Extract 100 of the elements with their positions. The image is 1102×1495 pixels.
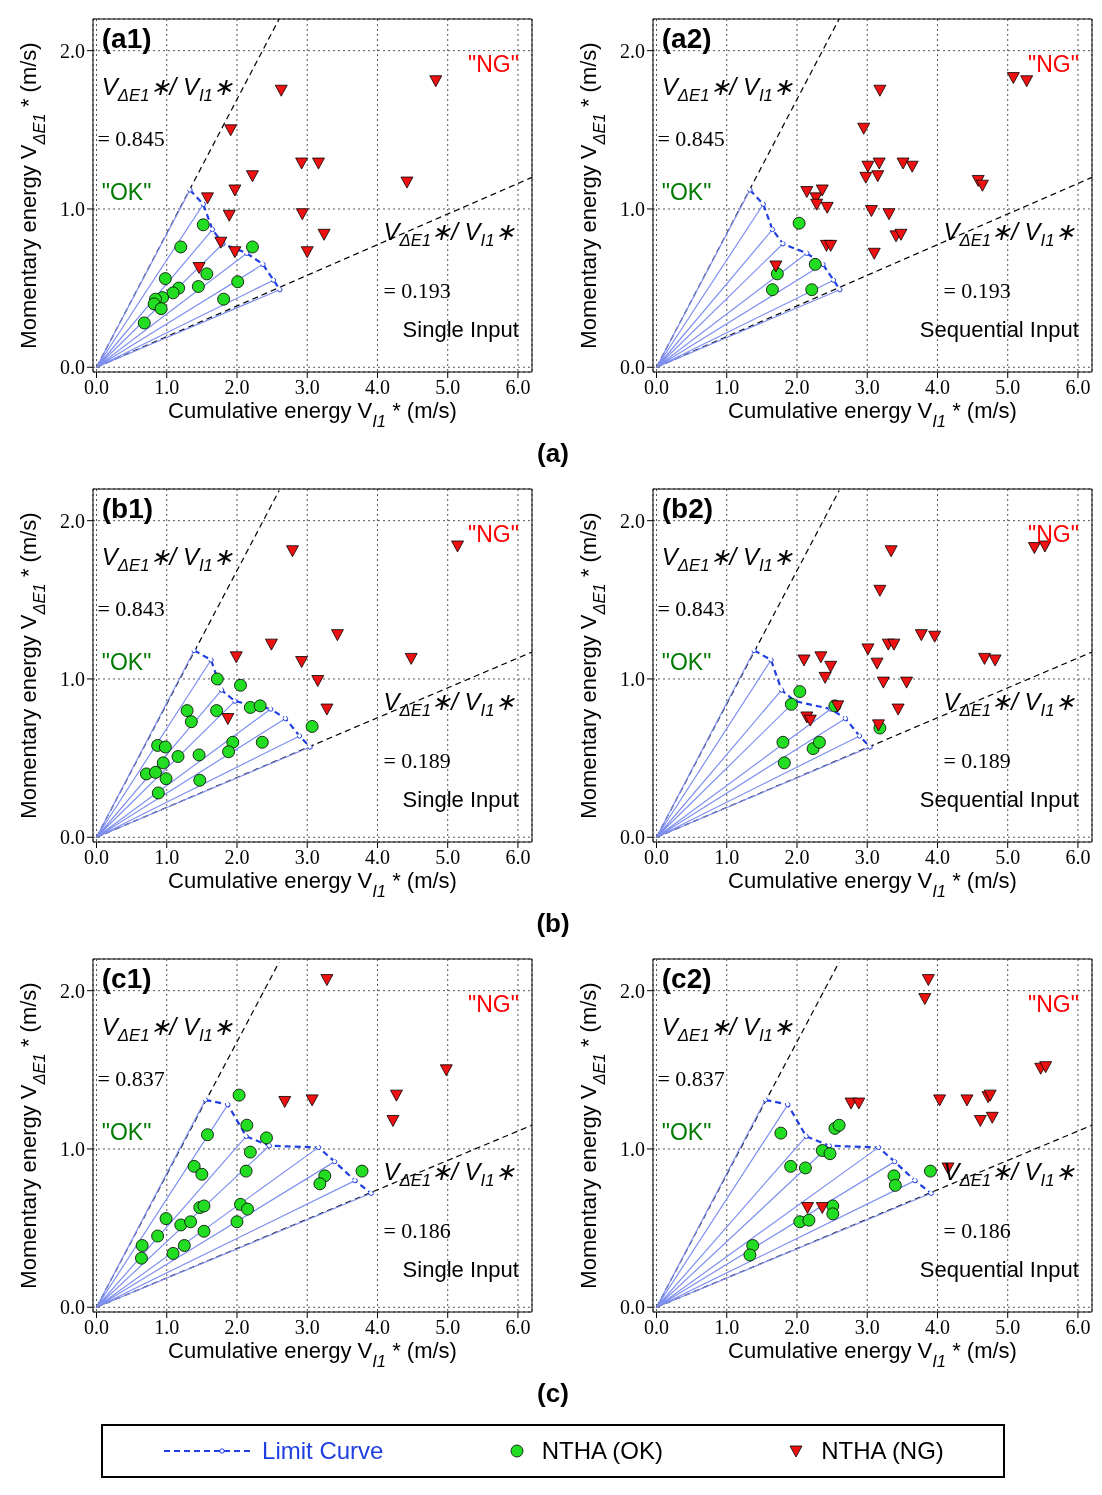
annotation: = 0.837 [97, 1065, 165, 1091]
x-tick-label: 4.0 [364, 846, 390, 869]
x-tick-label: 6.0 [505, 376, 531, 399]
x-tick-label: 1.0 [154, 846, 180, 869]
annotation: = 0.189 [383, 747, 451, 773]
y-tick-label: 0.0 [60, 1296, 85, 1319]
annotation: "NG" [467, 51, 519, 78]
annotation: "OK" [661, 178, 712, 205]
y-tick-label: 1.0 [60, 198, 85, 221]
x-axis-title: Cumulative energy V$_{I1}$* (m/s) [168, 398, 457, 430]
x-tick-label: 6.0 [1065, 1316, 1091, 1339]
annotation: V$_{ΔE1}$∗/ V$_{I1}$∗ [101, 72, 233, 105]
x-tick-label: 6.0 [1065, 376, 1091, 399]
y-tick-label: 1.0 [620, 668, 645, 691]
annotation: "NG" [467, 521, 519, 548]
annotation: "OK" [101, 178, 152, 205]
x-tick-label: 3.0 [294, 376, 320, 399]
x-tick-label: 6.0 [1065, 846, 1091, 869]
x-tick-label: 3.0 [294, 846, 320, 869]
annotation: V$_{ΔE1}$∗/ V$_{I1}$∗ [101, 1012, 233, 1045]
annotation: V$_{ΔE1}$∗/ V$_{I1}$∗ [661, 542, 793, 575]
x-tick-label: 5.0 [435, 1316, 461, 1339]
y-tick-label: 0.0 [60, 826, 85, 849]
annotation: = 0.845 [97, 125, 165, 151]
x-axis-title: Cumulative energy V$_{I1}$* (m/s) [728, 398, 1017, 430]
annotation: = 0.186 [943, 1217, 1011, 1243]
annotation: "OK" [661, 648, 712, 675]
annotation: = 0.193 [943, 277, 1011, 303]
y-tick-label: 2.0 [60, 979, 85, 1002]
annotation: (b2) [661, 493, 714, 525]
legend-label: NTHA (NG) [821, 1437, 944, 1465]
x-tick-label: 4.0 [924, 1316, 950, 1339]
y-tick-label: 2.0 [620, 39, 645, 62]
y-tick-label: 0.0 [620, 1296, 645, 1319]
x-tick-label: 3.0 [854, 846, 880, 869]
x-tick-label: 3.0 [854, 376, 880, 399]
x-tick-label: 5.0 [995, 846, 1021, 869]
x-tick-label: 3.0 [854, 1316, 880, 1339]
x-tick-label: 2.0 [784, 376, 810, 399]
x-axis-title: Cumulative energy V$_{I1}$* (m/s) [168, 868, 457, 900]
annotation: V$_{ΔE1}$∗/ V$_{I1}$∗ [661, 72, 793, 105]
x-tick-label: 2.0 [224, 846, 250, 869]
x-axis-title: Cumulative energy V$_{I1}$* (m/s) [728, 1338, 1017, 1370]
x-tick-label: 2.0 [784, 1316, 810, 1339]
x-tick-label: 5.0 [995, 1316, 1021, 1339]
annotation: V$_{ΔE1}$∗/ V$_{I1}$∗ [943, 217, 1075, 250]
text: (a) [536, 438, 570, 470]
annotation: V$_{ΔE1}$∗/ V$_{I1}$∗ [943, 1157, 1075, 1190]
y-tick-label: 0.0 [620, 356, 645, 379]
annotation: (a2) [661, 23, 712, 55]
x-tick-label: 1.0 [714, 846, 740, 869]
y-tick-label: 1.0 [60, 1138, 85, 1161]
annotation: Single Input [402, 786, 519, 812]
x-tick-label: 4.0 [364, 376, 390, 399]
annotation: V$_{ΔE1}$∗/ V$_{I1}$∗ [101, 542, 233, 575]
annotation: = 0.837 [657, 1065, 725, 1091]
x-tick-label: 6.0 [505, 1316, 531, 1339]
annotation: = 0.186 [383, 1217, 451, 1243]
x-tick-label: 4.0 [924, 846, 950, 869]
x-tick-label: 1.0 [714, 1316, 740, 1339]
annotation: (c1) [101, 963, 152, 995]
annotation: V$_{ΔE1}$∗/ V$_{I1}$∗ [383, 687, 515, 720]
annotation: "NG" [1027, 51, 1079, 78]
y-tick-label: 2.0 [60, 39, 85, 62]
annotation: "OK" [661, 1118, 712, 1145]
annotation: V$_{ΔE1}$∗/ V$_{I1}$∗ [383, 1157, 515, 1190]
x-tick-label: 0.0 [84, 1316, 110, 1339]
annotation: = 0.193 [383, 277, 451, 303]
y-tick-label: 2.0 [60, 509, 85, 532]
y-tick-label: 1.0 [620, 198, 645, 221]
annotation: "NG" [467, 991, 519, 1018]
annotation: V$_{ΔE1}$∗/ V$_{I1}$∗ [943, 687, 1075, 720]
x-tick-label: 5.0 [995, 376, 1021, 399]
y-tick-label: 0.0 [620, 826, 645, 849]
x-axis-title: Cumulative energy V$_{I1}$* (m/s) [168, 1338, 457, 1370]
annotation: (a1) [101, 23, 152, 55]
x-tick-label: 0.0 [84, 846, 110, 869]
y-tick-label: 0.0 [60, 356, 85, 379]
x-tick-label: 1.0 [154, 376, 180, 399]
y-tick-label: 1.0 [60, 668, 85, 691]
text: (b) [535, 908, 571, 940]
annotation: "NG" [1027, 521, 1079, 548]
y-tick-label: 1.0 [620, 1138, 645, 1161]
x-tick-label: 4.0 [924, 376, 950, 399]
x-tick-label: 2.0 [784, 846, 810, 869]
annotation: "OK" [101, 1118, 152, 1145]
text: (c) [536, 1378, 570, 1410]
x-tick-label: 4.0 [364, 1316, 390, 1339]
annotation: (b1) [101, 493, 154, 525]
legend-label: Limit Curve [262, 1437, 384, 1465]
annotation: = 0.845 [657, 125, 725, 151]
annotation: = 0.843 [97, 595, 165, 621]
annotation: Sequential Input [919, 786, 1079, 812]
x-tick-label: 1.0 [714, 376, 740, 399]
annotation: (c2) [661, 963, 712, 995]
x-tick-label: 0.0 [644, 376, 670, 399]
annotation: Single Input [402, 1256, 519, 1282]
x-tick-label: 0.0 [644, 1316, 670, 1339]
annotation: Sequential Input [919, 1256, 1079, 1282]
x-tick-label: 0.0 [84, 376, 110, 399]
